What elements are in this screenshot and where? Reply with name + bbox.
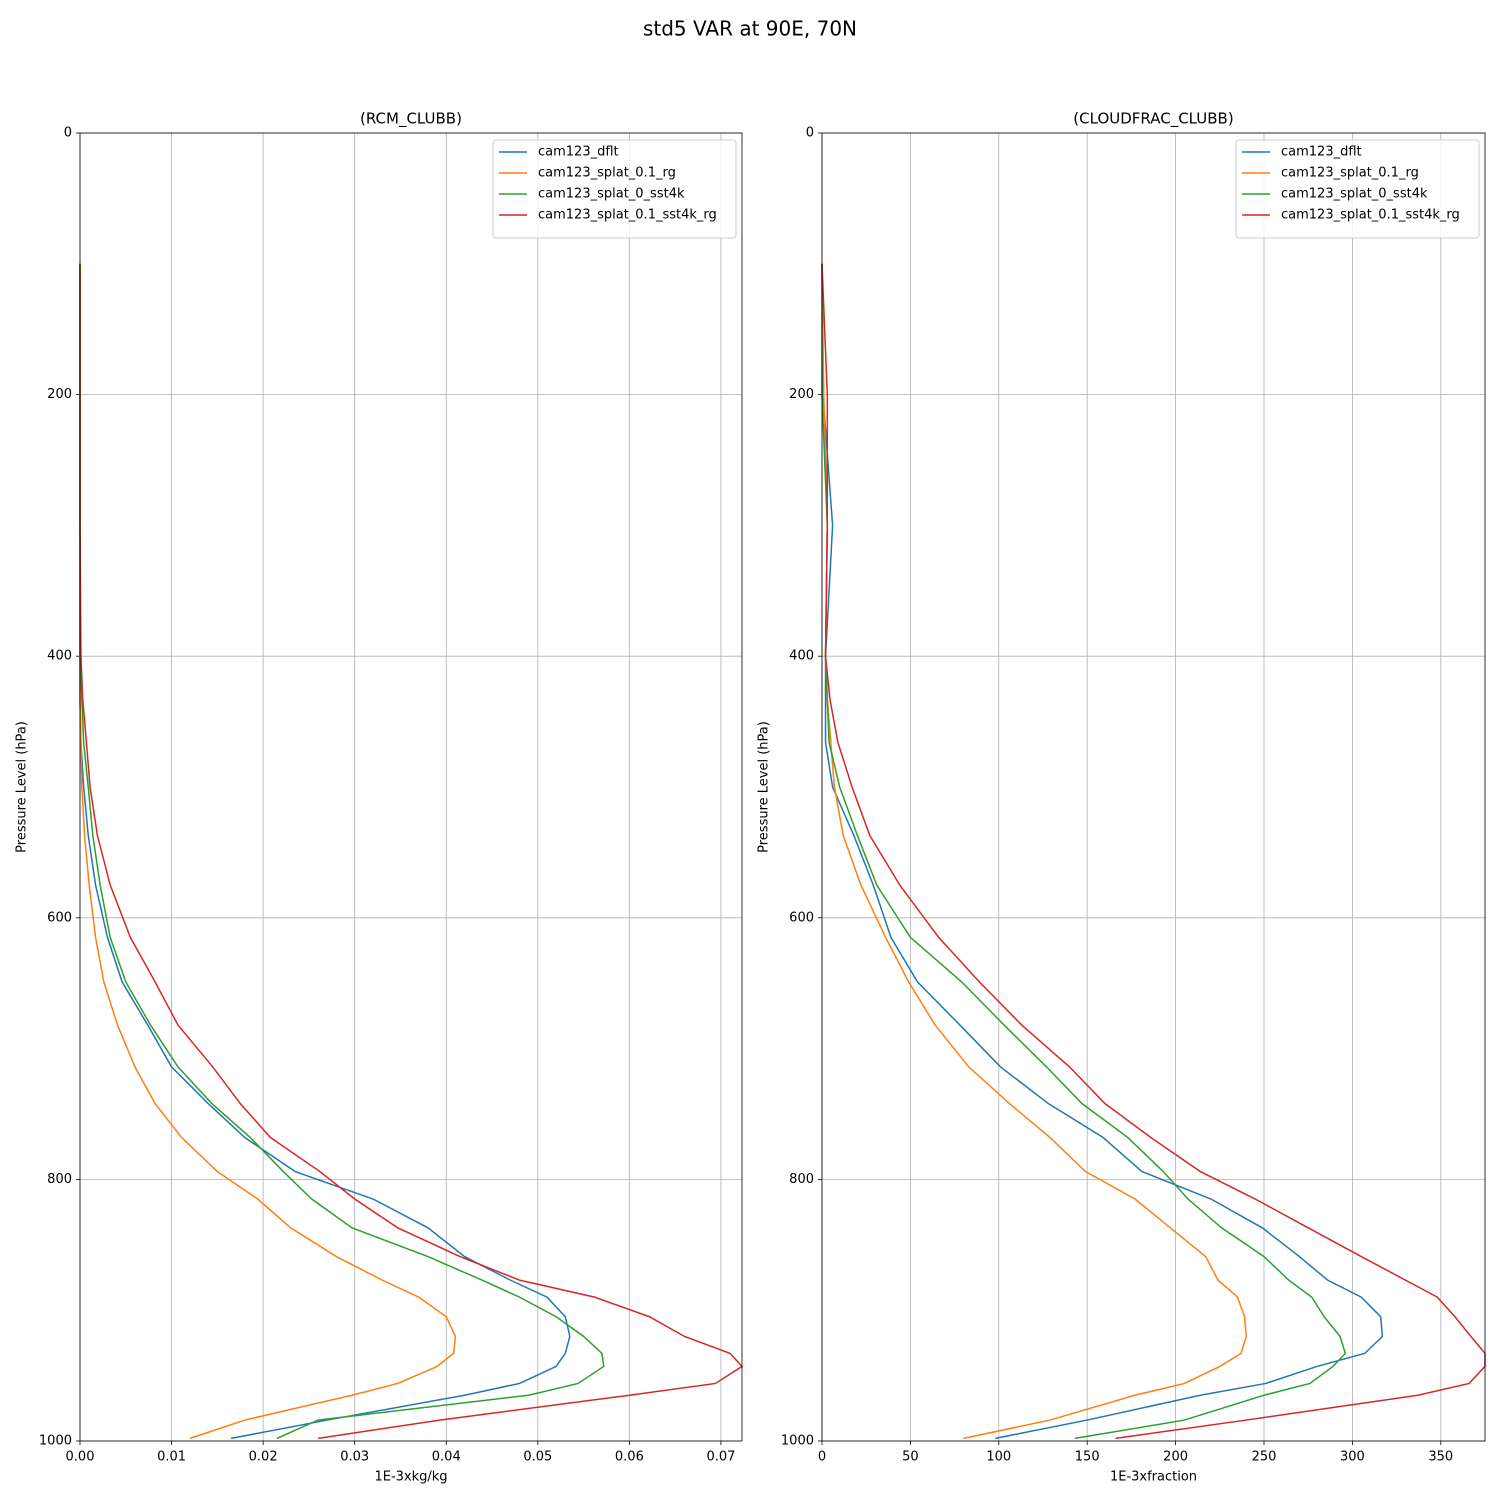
legend-label: cam123_splat_0.1_sst4k_rg	[1281, 208, 1460, 223]
x-tick-label: 50	[902, 1450, 919, 1465]
x-tick-label: 0.05	[523, 1450, 552, 1465]
data-line	[79, 263, 605, 1440]
x-tick-label: 0.01	[157, 1450, 186, 1465]
x-tick-label: 350	[1428, 1450, 1453, 1465]
y-tick-label: 600	[47, 910, 72, 925]
x-tick-label: 0.07	[706, 1450, 735, 1465]
x-tick-label: 250	[1252, 1450, 1277, 1465]
x-tick-label: 0.04	[432, 1450, 461, 1465]
legend-label: cam123_dflt	[538, 145, 619, 160]
x-axis-label: 1E-3xfraction	[1110, 1470, 1197, 1485]
y-tick-label: 800	[47, 1172, 72, 1187]
x-tick-label: 0.00	[66, 1450, 95, 1465]
y-tick-label: 0	[806, 126, 814, 141]
x-tick-label: 0.03	[340, 1450, 369, 1465]
legend-box	[492, 139, 737, 239]
data-line	[821, 263, 1248, 1440]
x-tick-label: 0	[818, 1450, 826, 1465]
axes-frame	[821, 132, 1486, 1442]
y-tick-label: 200	[47, 387, 72, 402]
x-axis-label: 1E-3xkg/kg	[374, 1470, 447, 1485]
data-line	[821, 263, 1384, 1440]
x-tick-label: 200	[1163, 1450, 1188, 1465]
legend-label: cam123_splat_0.1_sst4k_rg	[538, 208, 717, 223]
y-tick-label: 400	[789, 649, 814, 664]
x-tick-label: 0.02	[249, 1450, 278, 1465]
data-line	[79, 263, 457, 1440]
legend-label: cam123_dflt	[1281, 145, 1362, 160]
y-tick-label: 600	[789, 910, 814, 925]
x-tick-label: 100	[986, 1450, 1011, 1465]
data-line	[821, 263, 1486, 1440]
figure-title: std5 VAR at 90E, 70N	[643, 17, 857, 41]
x-tick-label: 150	[1075, 1450, 1100, 1465]
data-line	[79, 263, 571, 1440]
y-axis-label: Pressure Level (hPa)	[15, 721, 30, 853]
axes-frame	[79, 132, 743, 1442]
axes-title: (RCM_CLUBB)	[360, 110, 462, 129]
x-tick-label: 300	[1340, 1450, 1365, 1465]
axes-title: (CLOUDFRAC_CLUBB)	[1073, 110, 1233, 129]
x-tick-label: 0.06	[615, 1450, 644, 1465]
y-tick-label: 800	[789, 1172, 814, 1187]
legend-label: cam123_splat_0.1_rg	[538, 166, 676, 181]
y-tick-label: 1000	[781, 1434, 814, 1449]
data-line	[79, 263, 744, 1440]
y-tick-label: 400	[47, 649, 72, 664]
data-line	[821, 263, 1347, 1440]
legend-box	[1235, 139, 1480, 239]
y-tick-label: 0	[64, 126, 72, 141]
legend-label: cam123_splat_0.1_rg	[1281, 166, 1419, 181]
y-axis-label: Pressure Level (hPa)	[757, 721, 772, 853]
y-tick-label: 1000	[39, 1434, 72, 1449]
legend-label: cam123_splat_0_sst4k	[1281, 187, 1428, 202]
legend-label: cam123_splat_0_sst4k	[538, 187, 685, 202]
y-tick-label: 200	[789, 387, 814, 402]
